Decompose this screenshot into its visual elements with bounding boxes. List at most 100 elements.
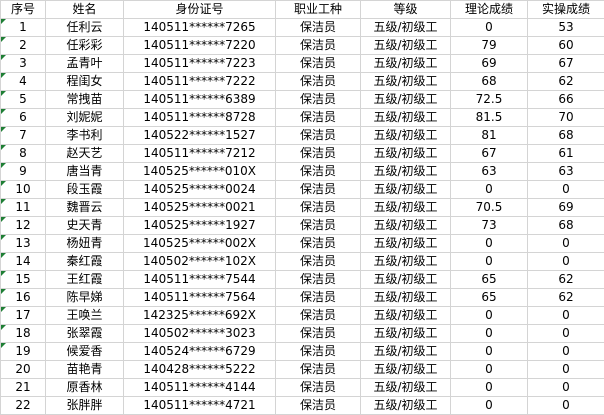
cell-id-number[interactable]: 140524******6729 <box>123 342 276 361</box>
cell-job-type[interactable]: 保洁员 <box>275 270 361 289</box>
cell-level[interactable]: 五级/初级工 <box>360 144 451 163</box>
cell-job-type[interactable]: 保洁员 <box>275 18 361 37</box>
cell-serial[interactable]: 18 <box>0 324 46 343</box>
cell-level[interactable]: 五级/初级工 <box>360 198 451 217</box>
cell-job-type[interactable]: 保洁员 <box>275 126 361 145</box>
cell-id-number[interactable]: 140511******7265 <box>123 18 276 37</box>
cell-job-type[interactable]: 保洁员 <box>275 144 361 163</box>
column-header[interactable]: 身份证号 <box>123 0 276 19</box>
cell-name[interactable]: 孟青叶 <box>45 54 124 73</box>
cell-job-type[interactable]: 保洁员 <box>275 252 361 271</box>
cell-serial[interactable]: 12 <box>0 216 46 235</box>
cell-theory-score[interactable]: 0 <box>450 342 528 361</box>
cell-practical-score[interactable]: 60 <box>527 36 604 55</box>
cell-practical-score[interactable]: 0 <box>527 306 604 325</box>
cell-theory-score[interactable]: 70.5 <box>450 198 528 217</box>
cell-id-number[interactable]: 140511******7222 <box>123 72 276 91</box>
cell-id-number[interactable]: 140511******7544 <box>123 270 276 289</box>
cell-name[interactable]: 候爱香 <box>45 342 124 361</box>
cell-job-type[interactable]: 保洁员 <box>275 90 361 109</box>
cell-level[interactable]: 五级/初级工 <box>360 162 451 181</box>
cell-theory-score[interactable]: 65 <box>450 270 528 289</box>
cell-serial[interactable]: 11 <box>0 198 46 217</box>
cell-practical-score[interactable]: 0 <box>527 180 604 199</box>
cell-name[interactable]: 陈早娣 <box>45 288 124 307</box>
cell-serial[interactable]: 17 <box>0 306 46 325</box>
cell-serial[interactable]: 16 <box>0 288 46 307</box>
cell-job-type[interactable]: 保洁员 <box>275 54 361 73</box>
cell-id-number[interactable]: 140428******5222 <box>123 360 276 379</box>
cell-practical-score[interactable]: 0 <box>527 234 604 253</box>
cell-serial[interactable]: 10 <box>0 180 46 199</box>
cell-id-number[interactable]: 142325******692X <box>123 306 276 325</box>
cell-level[interactable]: 五级/初级工 <box>360 216 451 235</box>
cell-practical-score[interactable]: 0 <box>527 324 604 343</box>
cell-serial[interactable]: 21 <box>0 378 46 397</box>
cell-name[interactable]: 张胖胖 <box>45 396 124 415</box>
cell-theory-score[interactable]: 65 <box>450 288 528 307</box>
cell-level[interactable]: 五级/初级工 <box>360 18 451 37</box>
cell-theory-score[interactable]: 0 <box>450 252 528 271</box>
cell-name[interactable]: 秦红霞 <box>45 252 124 271</box>
cell-theory-score[interactable]: 0 <box>450 378 528 397</box>
cell-theory-score[interactable]: 67 <box>450 144 528 163</box>
cell-id-number[interactable]: 140511******7220 <box>123 36 276 55</box>
cell-serial[interactable]: 15 <box>0 270 46 289</box>
cell-job-type[interactable]: 保洁员 <box>275 360 361 379</box>
cell-level[interactable]: 五级/初级工 <box>360 360 451 379</box>
cell-practical-score[interactable]: 61 <box>527 144 604 163</box>
cell-serial[interactable]: 5 <box>0 90 46 109</box>
cell-theory-score[interactable]: 0 <box>450 18 528 37</box>
cell-theory-score[interactable]: 0 <box>450 324 528 343</box>
cell-name[interactable]: 任彩彩 <box>45 36 124 55</box>
cell-id-number[interactable]: 140525******0021 <box>123 198 276 217</box>
cell-serial[interactable]: 14 <box>0 252 46 271</box>
cell-job-type[interactable]: 保洁员 <box>275 378 361 397</box>
cell-serial[interactable]: 9 <box>0 162 46 181</box>
cell-theory-score[interactable]: 0 <box>450 180 528 199</box>
cell-theory-score[interactable]: 81 <box>450 126 528 145</box>
cell-practical-score[interactable]: 68 <box>527 216 604 235</box>
cell-name[interactable]: 史天青 <box>45 216 124 235</box>
cell-name[interactable]: 李书利 <box>45 126 124 145</box>
cell-practical-score[interactable]: 0 <box>527 360 604 379</box>
cell-job-type[interactable]: 保洁员 <box>275 324 361 343</box>
cell-theory-score[interactable]: 0 <box>450 360 528 379</box>
cell-level[interactable]: 五级/初级工 <box>360 252 451 271</box>
cell-job-type[interactable]: 保洁员 <box>275 288 361 307</box>
cell-name[interactable]: 魏晋云 <box>45 198 124 217</box>
cell-serial[interactable]: 19 <box>0 342 46 361</box>
cell-theory-score[interactable]: 0 <box>450 396 528 415</box>
cell-serial[interactable]: 1 <box>0 18 46 37</box>
cell-practical-score[interactable]: 62 <box>527 288 604 307</box>
cell-level[interactable]: 五级/初级工 <box>360 72 451 91</box>
cell-serial[interactable]: 8 <box>0 144 46 163</box>
cell-id-number[interactable]: 140502******102X <box>123 252 276 271</box>
cell-job-type[interactable]: 保洁员 <box>275 180 361 199</box>
cell-level[interactable]: 五级/初级工 <box>360 234 451 253</box>
cell-serial[interactable]: 3 <box>0 54 46 73</box>
cell-id-number[interactable]: 140522******1527 <box>123 126 276 145</box>
cell-level[interactable]: 五级/初级工 <box>360 54 451 73</box>
cell-theory-score[interactable]: 72.5 <box>450 90 528 109</box>
cell-name[interactable]: 刘妮妮 <box>45 108 124 127</box>
cell-practical-score[interactable]: 62 <box>527 270 604 289</box>
cell-name[interactable]: 原香林 <box>45 378 124 397</box>
cell-id-number[interactable]: 140511******6389 <box>123 90 276 109</box>
cell-theory-score[interactable]: 68 <box>450 72 528 91</box>
cell-job-type[interactable]: 保洁员 <box>275 396 361 415</box>
cell-practical-score[interactable]: 67 <box>527 54 604 73</box>
cell-serial[interactable]: 6 <box>0 108 46 127</box>
cell-id-number[interactable]: 140511******7212 <box>123 144 276 163</box>
cell-name[interactable]: 程闺女 <box>45 72 124 91</box>
cell-id-number[interactable]: 140511******4721 <box>123 396 276 415</box>
cell-job-type[interactable]: 保洁员 <box>275 162 361 181</box>
cell-theory-score[interactable]: 63 <box>450 162 528 181</box>
cell-level[interactable]: 五级/初级工 <box>360 324 451 343</box>
cell-theory-score[interactable]: 0 <box>450 306 528 325</box>
cell-serial[interactable]: 2 <box>0 36 46 55</box>
cell-serial[interactable]: 20 <box>0 360 46 379</box>
cell-practical-score[interactable]: 66 <box>527 90 604 109</box>
cell-level[interactable]: 五级/初级工 <box>360 342 451 361</box>
cell-theory-score[interactable]: 69 <box>450 54 528 73</box>
